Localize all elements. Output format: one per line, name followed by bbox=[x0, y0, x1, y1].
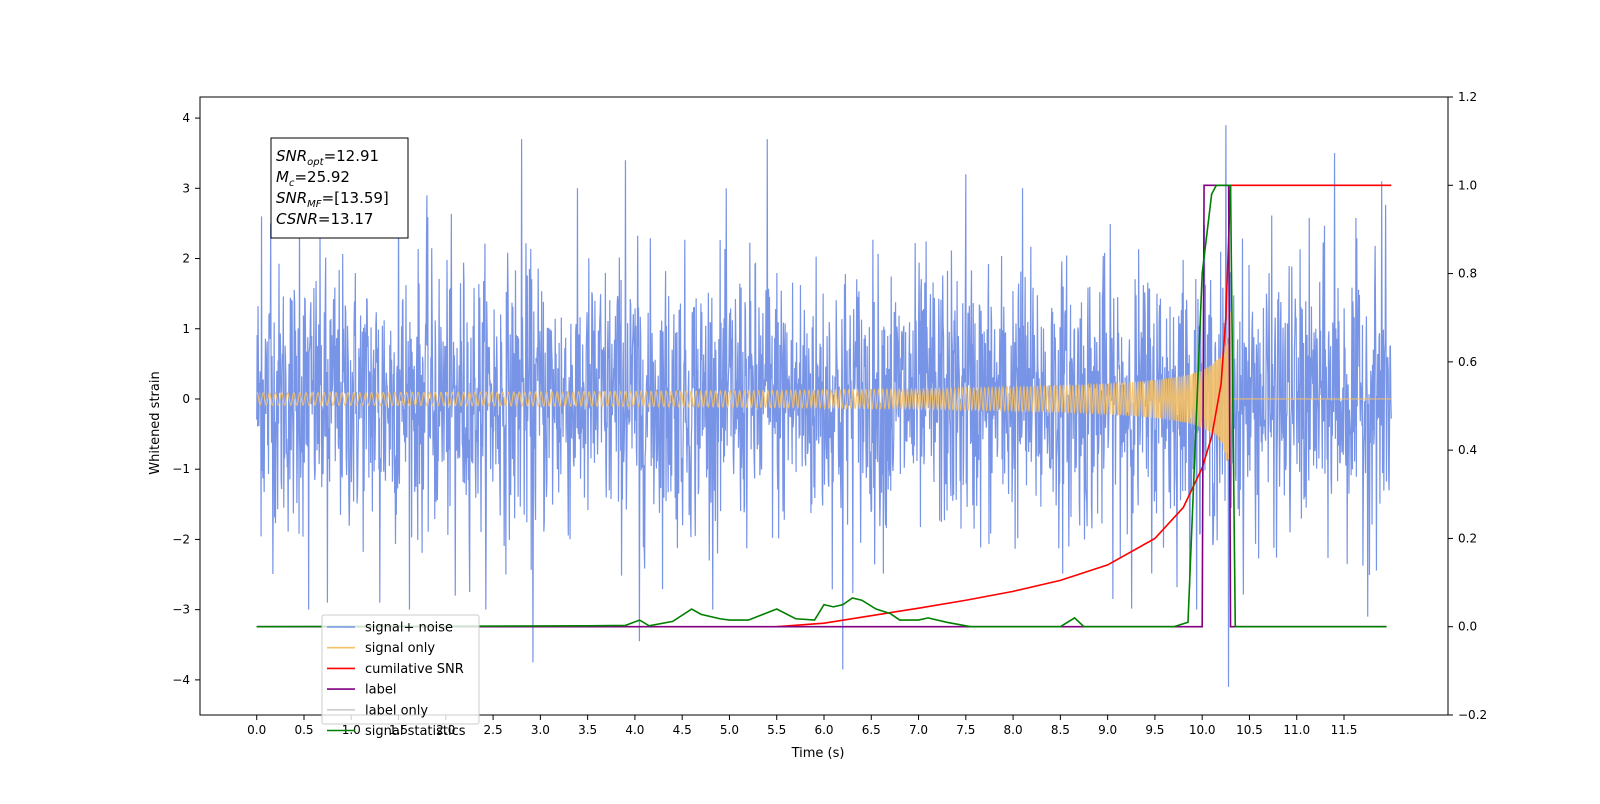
y2-tick-label: −0.2 bbox=[1458, 708, 1487, 722]
series-line-signal-only bbox=[256, 311, 1392, 485]
x-tick-label: 1.5 bbox=[389, 723, 408, 737]
x-tick-label: 10.5 bbox=[1236, 723, 1263, 737]
legend-entry: label bbox=[365, 683, 396, 698]
y2-tick-label: 0.6 bbox=[1458, 355, 1477, 369]
series-line-signal-statistics bbox=[256, 184, 1387, 628]
legend-entry: label only bbox=[365, 703, 428, 718]
y2-tick-label: 1.0 bbox=[1458, 178, 1477, 192]
x-tick-label: 11.5 bbox=[1331, 723, 1358, 737]
legend-entry: signal+ noise bbox=[365, 621, 453, 636]
y-tick-label: −2 bbox=[172, 532, 190, 546]
x-tick-label: 7.5 bbox=[956, 723, 975, 737]
y-tick-label: 0 bbox=[182, 392, 190, 406]
annotation-line: SNRopt=12.91 bbox=[276, 147, 379, 168]
y-tick-label: 4 bbox=[182, 111, 190, 125]
y-tick-label: −3 bbox=[172, 603, 190, 617]
y-tick-label: −1 bbox=[172, 462, 190, 476]
x-tick-label: 6.0 bbox=[814, 723, 833, 737]
x-tick-label: 2.5 bbox=[484, 723, 503, 737]
legend-entry: signal statistics bbox=[365, 724, 466, 739]
y2-tick-label: 1.2 bbox=[1458, 90, 1477, 104]
legend-entry: signal only bbox=[365, 641, 435, 656]
x-tick-label: 4.0 bbox=[625, 723, 644, 737]
plot-area bbox=[256, 125, 1392, 687]
x-tick-label: 5.5 bbox=[767, 723, 786, 737]
x-tick-label: 6.5 bbox=[862, 723, 881, 737]
y2-tick-label: 0.4 bbox=[1458, 443, 1477, 457]
x-tick-label: 9.0 bbox=[1098, 723, 1117, 737]
annotation-frame bbox=[270, 137, 409, 239]
x-tick-label: 8.0 bbox=[1004, 723, 1023, 737]
x-tick-label: 2.0 bbox=[436, 723, 455, 737]
axes: 0.0 0.5 1.0 1.5 2.0 2.5 3.0 3.5 4.0 4.5 5.0 5.5 6.0 6… bbox=[172, 90, 1487, 737]
annotation-line: SNRMF=[13.59] bbox=[276, 189, 389, 210]
series-line-cumilative-snr bbox=[776, 184, 1392, 628]
x-tick-label: 0.0 bbox=[247, 723, 266, 737]
y-tick-label: −4 bbox=[172, 673, 190, 687]
annotation-box: SNRopt=12.91Mc=25.92SNRMF=[13.59]CSNR=13… bbox=[270, 137, 409, 239]
legend-frame bbox=[321, 614, 480, 725]
y-tick-label: 2 bbox=[182, 252, 190, 266]
x-tick-label: 7.0 bbox=[909, 723, 928, 737]
legend-entry: cumilative SNR bbox=[365, 662, 464, 677]
x-tick-label: 11.0 bbox=[1283, 723, 1310, 737]
x-tick-label: 3.0 bbox=[531, 723, 550, 737]
y-tick-label: 1 bbox=[182, 322, 190, 336]
y2-tick-label: 0.2 bbox=[1458, 531, 1477, 545]
annotation-line: CSNR=13.17 bbox=[276, 210, 373, 228]
y2-tick-label: 0.8 bbox=[1458, 267, 1477, 281]
y-tick-label: 3 bbox=[182, 181, 190, 195]
x-tick-label: 4.5 bbox=[673, 723, 692, 737]
legend: signal+ noise signal only cumilative SNR la… bbox=[321, 614, 480, 739]
x-tick-label: 5.0 bbox=[720, 723, 739, 737]
y-axis-label: Whitened strain bbox=[148, 371, 163, 474]
y2-tick-label: 0.0 bbox=[1458, 620, 1477, 634]
x-tick-label: 0.5 bbox=[294, 723, 313, 737]
x-tick-label: 3.5 bbox=[578, 723, 597, 737]
annotation-line: Mc=25.92 bbox=[276, 168, 350, 189]
x-tick-label: 8.5 bbox=[1051, 723, 1070, 737]
x-tick-label: 9.5 bbox=[1145, 723, 1164, 737]
x-tick-label: 10.0 bbox=[1189, 723, 1216, 737]
x-axis-label: Time (s) bbox=[791, 746, 845, 761]
